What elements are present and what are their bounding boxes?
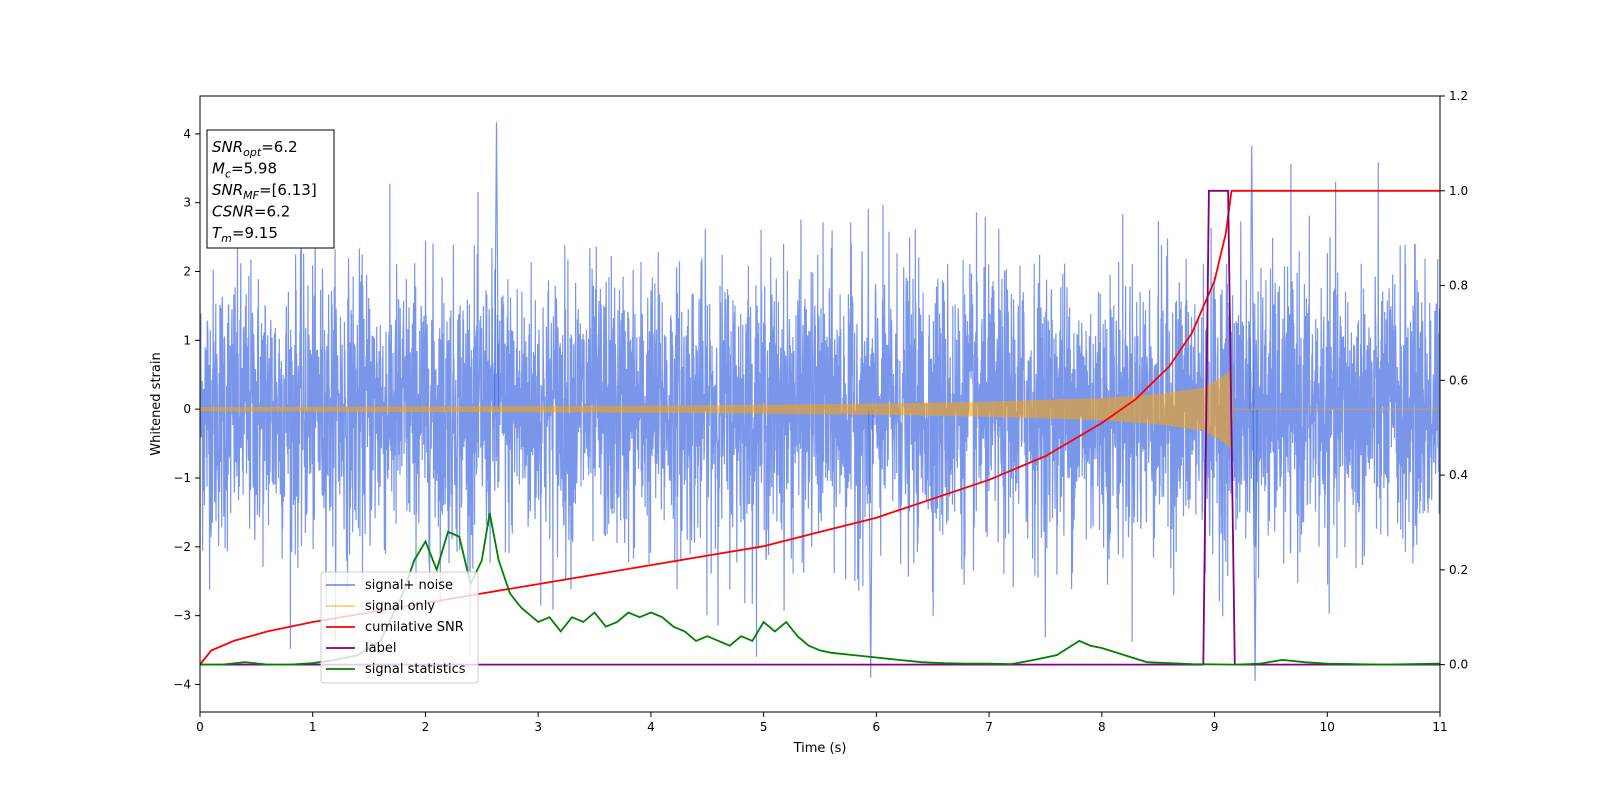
legend-label: cumilative SNR xyxy=(365,620,464,635)
legend: signal+ noise signal only cumilative SNR la… xyxy=(320,571,479,684)
y2-tick-label: 1.0 xyxy=(1449,184,1468,198)
y-tick-label: −4 xyxy=(173,677,191,691)
series-label xyxy=(200,189,1440,666)
y2-tick-label: 0.6 xyxy=(1449,373,1468,387)
y-tick-label: 1 xyxy=(183,333,191,347)
x-tick-label: 9 xyxy=(1211,720,1219,734)
axes-layer: 0 1 2 3 4 5 6 7 8 9 10 11 −4 −3 −2 −1 0 1 2 3 4 0.0 0.2 0.4 0.6 0… xyxy=(173,89,1468,734)
noise-peak xyxy=(868,409,874,678)
annotation-line: SNRMF=[6.13] xyxy=(212,181,317,202)
x-tick-label: 3 xyxy=(534,720,542,734)
plot-frame xyxy=(199,95,1441,713)
x-tick-label: 2 xyxy=(422,720,430,734)
x-tick-label: 5 xyxy=(760,720,768,734)
x-tick-label: 10 xyxy=(1320,720,1335,734)
legend-label: signal+ noise xyxy=(365,578,453,593)
x-tick-label: 0 xyxy=(196,720,204,734)
y-tick-label: 0 xyxy=(183,402,191,416)
y2-tick-label: 0.2 xyxy=(1449,563,1468,577)
y-tick-label: 2 xyxy=(183,265,191,279)
series-signal-statistics xyxy=(200,512,1440,666)
y-axis-label: Whitened strain xyxy=(149,352,164,455)
series-signal-noise xyxy=(200,162,1440,657)
noise-peak xyxy=(1252,409,1258,682)
y-tick-label: 4 xyxy=(183,127,191,141)
annotation-line: Mc=5.98 xyxy=(212,160,277,181)
y-tick-label: −3 xyxy=(173,609,191,623)
noise-peak xyxy=(1249,145,1255,410)
annotation-line: CSNR=6.2 xyxy=(212,203,290,221)
x-tick-label: 8 xyxy=(1098,720,1106,734)
noise-peaks xyxy=(493,122,1258,682)
x-axis-label: Time (s) xyxy=(793,741,847,756)
x-tick-label: 4 xyxy=(647,720,655,734)
y-tick-label: 3 xyxy=(183,196,191,210)
annotation-line: Tm=9.15 xyxy=(212,224,278,245)
y2-tick-label: 0.4 xyxy=(1449,468,1468,482)
legend-label: signal only xyxy=(365,599,435,614)
x-tick-label: 1 xyxy=(309,720,317,734)
annotation-frame xyxy=(206,129,335,249)
legend-label: label xyxy=(365,641,396,656)
x-tick-label: 6 xyxy=(873,720,881,734)
legend-frame xyxy=(320,571,479,684)
noise-peak xyxy=(493,122,500,410)
y2-tick-label: 0.8 xyxy=(1449,279,1468,293)
y-tick-label: −2 xyxy=(173,540,191,554)
series-signal-only xyxy=(200,368,1440,450)
annotation-line: SNRopt=6.2 xyxy=(212,138,298,159)
x-tick-label: 11 xyxy=(1432,720,1447,734)
y2-tick-label: 1.2 xyxy=(1449,89,1468,103)
y2-tick-label: 0.0 xyxy=(1449,658,1468,672)
x-tick-label: 7 xyxy=(985,720,993,734)
legend-label: signal statistics xyxy=(365,662,466,677)
y-tick-label: −1 xyxy=(173,471,191,485)
